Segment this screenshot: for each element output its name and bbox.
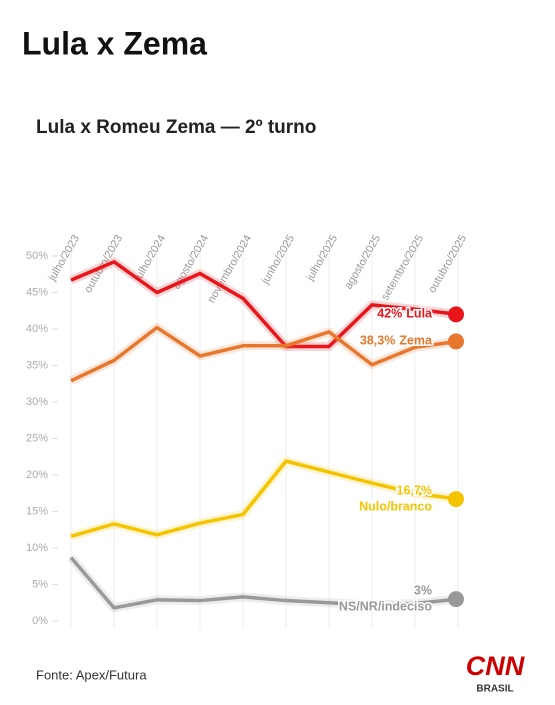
value-label: 16,7% [397, 483, 432, 497]
x-tick-label: outubro/2025 [426, 233, 469, 295]
end-dot [448, 491, 464, 508]
y-tick-label: 30% [26, 396, 48, 408]
series-line [69, 556, 459, 610]
source: Fonte: Apex/Futura [36, 667, 147, 682]
y-tick-label: 40% [26, 323, 48, 335]
value-label: 3% [414, 583, 432, 597]
y-tick-label: 45% [26, 286, 48, 298]
x-tick-label: junho/2025 [259, 233, 297, 287]
y-tick-label: 5% [32, 578, 48, 590]
end-label: 42% Lula [377, 307, 433, 321]
x-tick-label: setembro/2025 [379, 233, 426, 303]
end-dot [448, 591, 464, 608]
x-tick-label: agosto/2025 [342, 233, 383, 291]
series-name: Lula [406, 307, 433, 321]
y-tick-label: 25% [26, 432, 48, 444]
chart-title: Lula x Romeu Zema — 2º turno [36, 117, 316, 138]
end-dot [448, 333, 464, 350]
logo: CNN [466, 651, 525, 681]
series-line [70, 260, 459, 349]
end-label: 38,3% Zema [360, 334, 433, 348]
x-tick-label: julho/2025 [304, 233, 340, 284]
logo-sub: BRASIL [476, 684, 513, 695]
value-label: 42% [377, 307, 402, 321]
y-tick-label: 35% [26, 359, 48, 371]
value-label: 38,3% [360, 334, 395, 348]
y-tick-label: 10% [26, 542, 48, 554]
y-tick-label: 50% [26, 250, 48, 262]
end-dot [448, 306, 464, 323]
series-name: NS/NR/indeciso [339, 599, 432, 613]
series-line [70, 459, 459, 539]
series-name: Zema [399, 334, 433, 348]
page-title: Lula x Zema [22, 25, 207, 61]
series-name: Nulo/branco [359, 499, 432, 513]
y-tick-label: 0% [32, 615, 48, 627]
y-tick-label: 15% [26, 505, 48, 517]
series-line [70, 325, 459, 383]
y-tick-label: 20% [26, 469, 48, 481]
